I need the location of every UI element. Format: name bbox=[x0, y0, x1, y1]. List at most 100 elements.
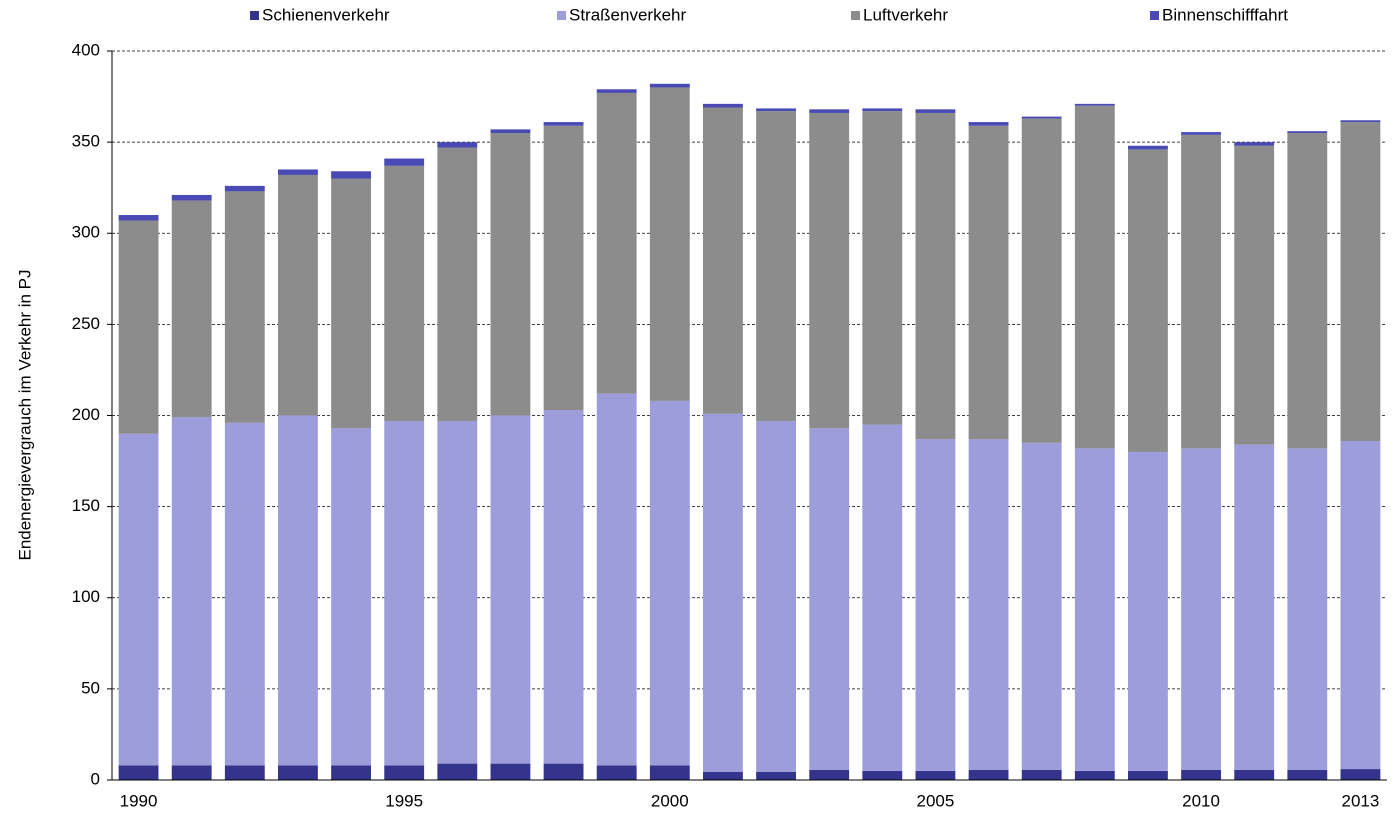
bar-segment bbox=[490, 129, 531, 134]
bar-segment bbox=[809, 109, 850, 113]
bar-segment bbox=[1021, 118, 1062, 443]
bar-segment bbox=[543, 122, 584, 126]
bar-segment bbox=[915, 770, 956, 780]
legend-label: Straßenverkehr bbox=[569, 5, 686, 24]
x-tick-label: 2005 bbox=[917, 791, 955, 810]
bar-segment bbox=[968, 769, 1009, 780]
bar-segment bbox=[756, 108, 796, 112]
bar-segment bbox=[1128, 770, 1168, 780]
bar-segment bbox=[1234, 145, 1275, 445]
bar-segment bbox=[1287, 448, 1328, 770]
bar-segment bbox=[703, 413, 743, 772]
bar-segment bbox=[1287, 769, 1328, 780]
bar-segment bbox=[915, 109, 956, 113]
bar-segment bbox=[384, 420, 425, 766]
legend-label: Binnenschifffahrt bbox=[1162, 5, 1288, 24]
bar-segment bbox=[384, 158, 425, 166]
y-tick-label: 200 bbox=[72, 405, 100, 424]
bar-segment bbox=[1128, 451, 1168, 771]
legend-swatch bbox=[1150, 11, 1159, 20]
bar-segment bbox=[703, 771, 743, 780]
bar-segment bbox=[968, 439, 1009, 770]
bar-segment bbox=[437, 142, 478, 148]
bar-segment bbox=[543, 763, 584, 780]
bar-segment bbox=[1181, 769, 1221, 780]
bar-segment bbox=[649, 400, 690, 766]
y-tick-label: 400 bbox=[72, 40, 100, 59]
y-tick-label: 250 bbox=[72, 314, 100, 333]
bar-segment bbox=[224, 191, 265, 423]
bar-segment bbox=[331, 171, 371, 179]
y-tick-label: 100 bbox=[72, 587, 100, 606]
bar-segment bbox=[118, 215, 159, 221]
bar-segment bbox=[596, 92, 637, 394]
legend-swatch bbox=[851, 11, 860, 20]
y-tick-label: 50 bbox=[81, 678, 100, 697]
bar-segment bbox=[756, 111, 796, 421]
bar-segment bbox=[490, 133, 531, 416]
bar-segment bbox=[862, 111, 903, 425]
bar-segment bbox=[118, 765, 159, 780]
bar-segment bbox=[1181, 134, 1221, 449]
bar-segment bbox=[1128, 145, 1168, 150]
bar-segment bbox=[1021, 116, 1062, 119]
bar-segment bbox=[862, 108, 903, 112]
bar-segment bbox=[809, 428, 850, 770]
bar-segment bbox=[1074, 448, 1115, 771]
bar-segment bbox=[862, 424, 903, 771]
bar-segment bbox=[224, 185, 265, 192]
x-tick-label: 2000 bbox=[651, 791, 689, 810]
bar-segment bbox=[490, 763, 531, 780]
bar-segment bbox=[1021, 769, 1062, 780]
y-tick-label: 0 bbox=[91, 769, 100, 788]
y-tick-label: 150 bbox=[72, 496, 100, 515]
bar-segment bbox=[1234, 142, 1275, 146]
bar-segment bbox=[915, 439, 956, 771]
bar-segment bbox=[171, 417, 212, 766]
bar-segment bbox=[1074, 103, 1115, 106]
legend-label: Luftverkehr bbox=[863, 5, 948, 24]
bar-segment bbox=[1340, 769, 1381, 780]
bar-segment bbox=[596, 765, 637, 780]
bar-segment bbox=[224, 422, 265, 766]
bar-segment bbox=[1128, 149, 1168, 452]
bar-segment bbox=[171, 765, 212, 780]
y-tick-label: 350 bbox=[72, 132, 100, 151]
bar-segment bbox=[437, 420, 478, 764]
bar-segment bbox=[968, 125, 1009, 440]
bar-segment bbox=[278, 169, 318, 175]
bar-segment bbox=[384, 765, 425, 780]
bar-segment bbox=[809, 769, 850, 780]
bar-segment bbox=[437, 147, 478, 421]
bar-segment bbox=[649, 765, 690, 780]
y-tick-label: 300 bbox=[72, 223, 100, 242]
bar-segment bbox=[862, 770, 903, 780]
bar-segment bbox=[331, 765, 371, 780]
bar-segment bbox=[1340, 122, 1381, 442]
bar-segment bbox=[490, 415, 531, 764]
bar-segment bbox=[756, 771, 796, 780]
bar-segment bbox=[171, 194, 212, 201]
bar-segment bbox=[649, 83, 690, 88]
y-axis-label: Endenergievergrauch im Verkehr in PJ bbox=[15, 269, 34, 560]
bar-segment bbox=[331, 178, 371, 429]
bar-segment bbox=[437, 763, 478, 780]
bar-segment bbox=[384, 165, 425, 421]
legend-swatch bbox=[250, 11, 259, 20]
bar-segment bbox=[1340, 120, 1381, 123]
bar-segment bbox=[1074, 770, 1115, 780]
bar-segment bbox=[649, 87, 690, 401]
bar-segment bbox=[1021, 442, 1062, 770]
bar-segment bbox=[331, 428, 371, 766]
bar-segment bbox=[968, 122, 1009, 126]
bar-segment bbox=[224, 765, 265, 780]
bar-segment bbox=[543, 410, 584, 764]
x-tick-label: 2010 bbox=[1182, 791, 1220, 810]
bar-segment bbox=[1287, 131, 1328, 134]
x-tick-label: 1995 bbox=[385, 791, 423, 810]
bar-segment bbox=[118, 433, 159, 766]
legend-label: Schienenverkehr bbox=[262, 5, 390, 24]
bar-segment bbox=[1181, 132, 1221, 135]
bar-segment bbox=[915, 112, 956, 440]
